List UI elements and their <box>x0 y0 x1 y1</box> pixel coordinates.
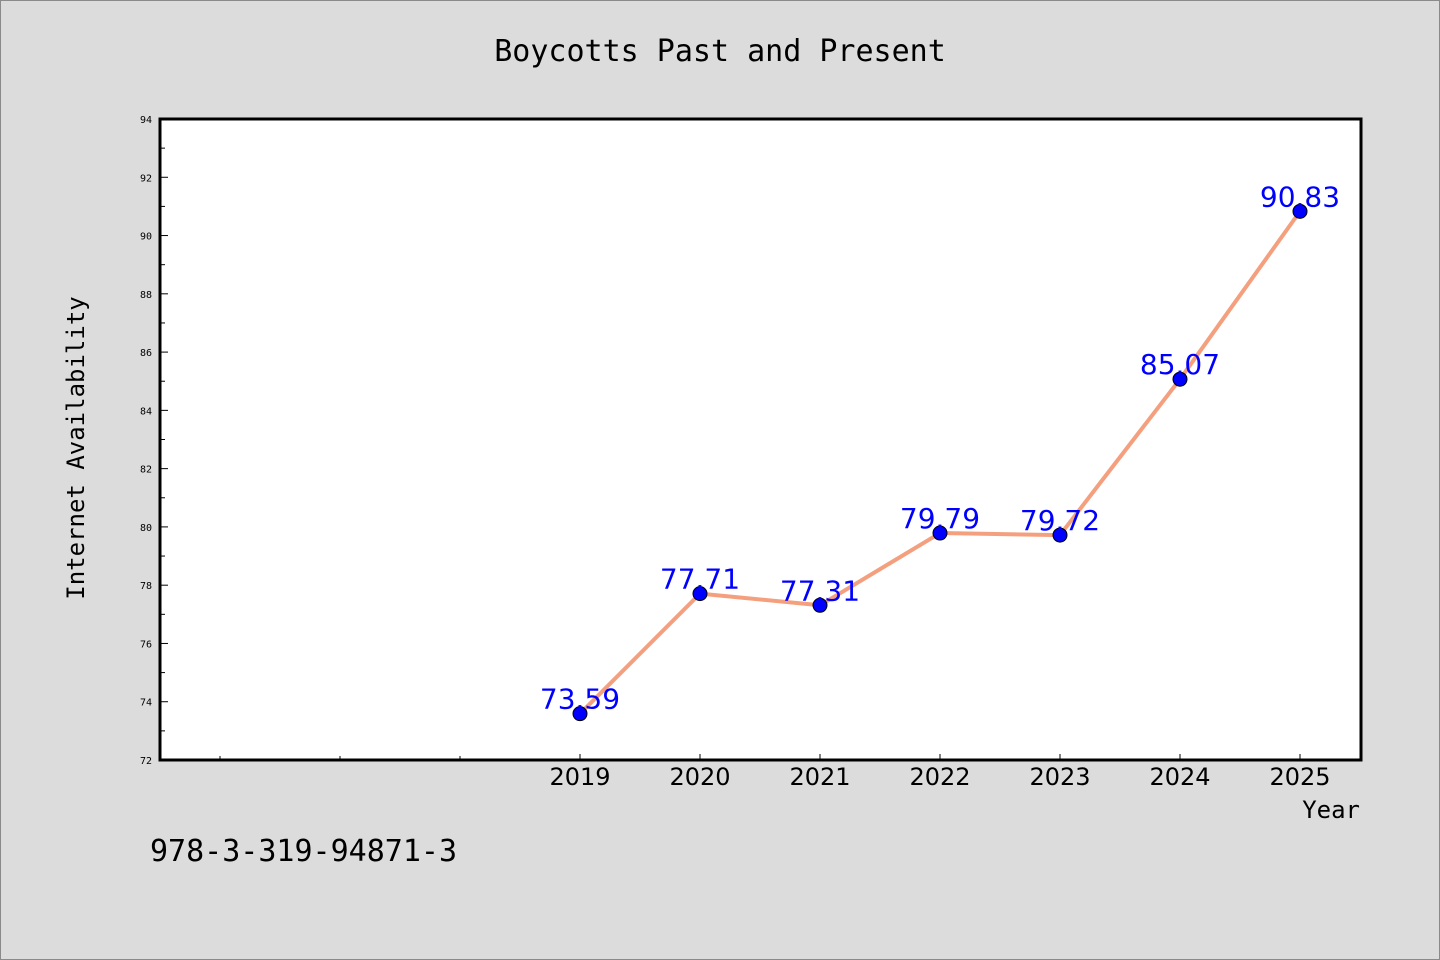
y-tick-label: 78 <box>140 581 152 592</box>
data-point <box>1172 371 1188 387</box>
data-point <box>932 525 948 541</box>
y-tick-label: 80 <box>140 523 152 534</box>
data-point <box>692 586 708 602</box>
y-tick-label: 72 <box>140 756 152 767</box>
y-tick-label: 84 <box>140 406 152 417</box>
x-axis-label: Year <box>1302 796 1360 824</box>
y-tick-label: 90 <box>140 232 152 243</box>
x-tick-label: 2024 <box>1149 763 1210 791</box>
data-label: 77.71 <box>660 563 740 596</box>
x-tick-label: 2022 <box>909 763 970 791</box>
data-label: 73.59 <box>540 683 620 716</box>
y-tick-label: 76 <box>140 639 152 650</box>
data-point <box>1052 527 1068 543</box>
x-tick-label: 2021 <box>789 763 850 791</box>
y-tick-label: 88 <box>140 290 152 301</box>
data-point <box>812 597 828 613</box>
y-tick-label: 74 <box>140 698 152 709</box>
isbn-footnote: 978-3-319-94871-3 <box>150 834 458 869</box>
data-label: 77.31 <box>780 574 860 607</box>
data-point <box>572 706 588 722</box>
chart-title: Boycotts Past and Present <box>494 34 946 69</box>
data-label: 85.07 <box>1140 348 1220 381</box>
y-tick-label: 82 <box>140 465 152 476</box>
x-tick-label: 2025 <box>1269 763 1330 791</box>
x-tick-label: 2019 <box>549 763 610 791</box>
y-tick-label: 86 <box>140 348 152 359</box>
data-label: 79.72 <box>1020 504 1100 537</box>
y-tick-label: 94 <box>140 115 152 126</box>
plot-area <box>158 117 1363 762</box>
x-tick-label: 2020 <box>669 763 730 791</box>
x-tick-label: 2023 <box>1029 763 1090 791</box>
data-label: 90.83 <box>1260 180 1340 213</box>
data-point <box>1292 203 1308 219</box>
y-tick-label: 92 <box>140 173 152 184</box>
data-label: 79.79 <box>900 502 980 535</box>
